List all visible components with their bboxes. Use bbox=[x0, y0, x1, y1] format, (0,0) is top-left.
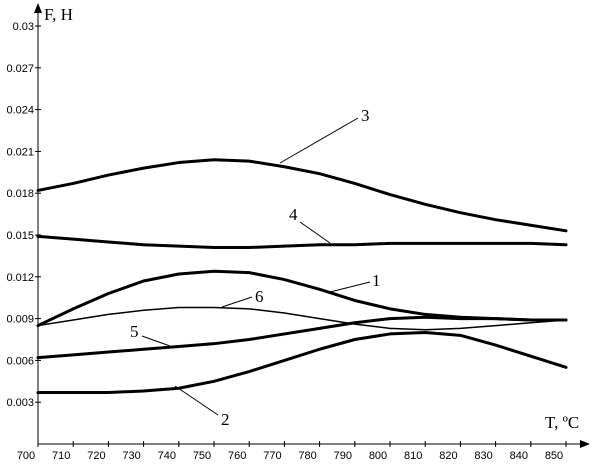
x-tick-label: 850 bbox=[545, 450, 563, 462]
curve-label: 2 bbox=[221, 410, 230, 429]
y-tick-label: 0.027 bbox=[6, 63, 34, 75]
y-tick-label: 0.03 bbox=[13, 21, 34, 33]
x-tick-label: 710 bbox=[52, 450, 70, 462]
x-tick-label: 700 bbox=[17, 450, 35, 462]
leader-line bbox=[299, 221, 331, 244]
curve-label: 1 bbox=[372, 271, 381, 290]
x-tick-label: 740 bbox=[158, 450, 176, 462]
x-tick-label: 830 bbox=[474, 450, 492, 462]
curve-labels: 3 4 1 6 5 2 bbox=[130, 106, 381, 429]
y-tick-label: 0.024 bbox=[6, 105, 34, 117]
x-tick-label: 790 bbox=[334, 450, 352, 462]
x-tick-label: 760 bbox=[228, 450, 246, 462]
leader-line bbox=[329, 281, 371, 293]
y-tick-label: 0.018 bbox=[6, 188, 34, 200]
line-series bbox=[36, 331, 568, 394]
y-axis-arrow bbox=[34, 3, 42, 13]
x-tick-label: 750 bbox=[193, 450, 211, 462]
y-tick-label: 0.003 bbox=[6, 397, 34, 409]
leader-line bbox=[141, 335, 171, 347]
line-series bbox=[36, 234, 568, 250]
x-tick-label: 800 bbox=[369, 450, 387, 462]
line-series bbox=[36, 158, 568, 233]
y-tick-label: 0.012 bbox=[6, 272, 34, 284]
x-tick-label: 810 bbox=[404, 450, 422, 462]
curve-label: 6 bbox=[255, 287, 264, 306]
leader-line bbox=[221, 296, 253, 308]
x-tick-label: 730 bbox=[122, 450, 140, 462]
x-tick-label: 820 bbox=[439, 450, 457, 462]
y-tick-label: 0.009 bbox=[6, 314, 34, 326]
x-tick-label: 770 bbox=[263, 450, 281, 462]
x-tick-label: 840 bbox=[510, 450, 528, 462]
leader-line bbox=[174, 385, 219, 416]
y-tick-label: 0.006 bbox=[6, 355, 34, 367]
line-series bbox=[37, 306, 567, 331]
line-series bbox=[36, 315, 568, 360]
x-axis-label: T, ºC bbox=[545, 413, 579, 432]
curve-label: 4 bbox=[289, 205, 298, 224]
curve-label: 3 bbox=[361, 106, 370, 125]
y-axis-label: F, H bbox=[44, 5, 73, 24]
leader-line bbox=[279, 117, 359, 164]
y-tick-label: 0.015 bbox=[6, 230, 34, 242]
y-tick-label: 0.021 bbox=[6, 146, 34, 158]
x-tick-label: 720 bbox=[87, 450, 105, 462]
x-tick-label: 780 bbox=[298, 450, 316, 462]
x-axis-arrow bbox=[580, 440, 590, 448]
curve-label: 5 bbox=[130, 322, 139, 341]
